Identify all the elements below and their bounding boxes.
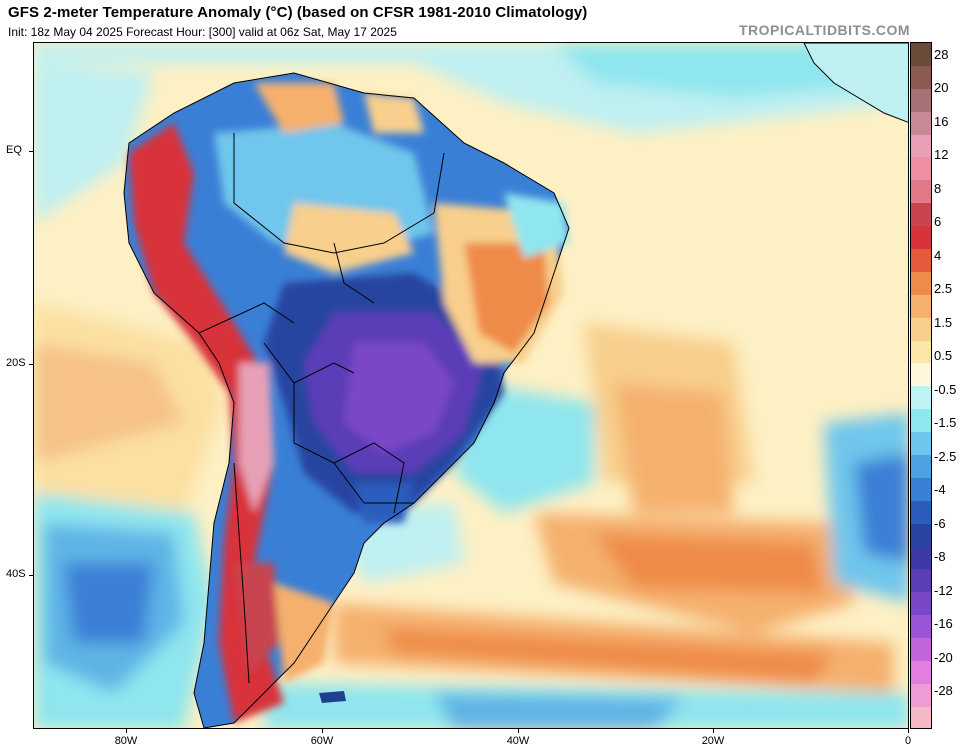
lon-tick	[908, 729, 909, 733]
colorbar-segment	[911, 271, 931, 295]
colorbar-label: -28	[934, 683, 953, 699]
colorbar-segment	[911, 226, 931, 250]
colorbar-segment	[911, 88, 931, 112]
source-credit: TROPICALTIDBITS.COM	[738, 22, 910, 38]
africa-coast	[803, 43, 908, 123]
colorbar-segment	[911, 500, 931, 524]
colorbar-label: -12	[934, 582, 953, 598]
colorbar-segment	[911, 706, 931, 728]
colorbar-label: -6	[934, 515, 946, 531]
colorbar-label: -2.5	[934, 448, 957, 464]
map-canvas	[34, 43, 908, 728]
colorbar-label: 28	[934, 47, 949, 62]
colorbar-segment	[911, 317, 931, 341]
colorbar-segment	[911, 477, 931, 501]
colorbar	[910, 42, 932, 729]
colorbar-segment	[911, 386, 931, 410]
colorbar-segment	[911, 180, 931, 204]
lon-tick	[518, 729, 519, 733]
lat-tick	[29, 364, 33, 365]
colorbar-label: 4	[934, 247, 942, 263]
lon-label-40w: 40W	[506, 735, 530, 747]
colorbar-segment	[911, 340, 931, 364]
colorbar-segment	[911, 638, 931, 662]
colorbar-label: 12	[934, 147, 949, 163]
lat-tick	[29, 575, 33, 576]
lon-label-80w: 80W	[114, 735, 138, 747]
colorbar-segment	[911, 294, 931, 318]
lon-label-60w: 60W	[310, 735, 334, 747]
colorbar-segment	[911, 569, 931, 593]
colorbar-segment	[911, 592, 931, 616]
south-america	[124, 73, 569, 728]
colorbar-label: -16	[934, 616, 953, 632]
colorbar-label: -0.5	[934, 381, 957, 397]
colorbar-segment	[911, 249, 931, 272]
falkland-islands	[319, 691, 346, 703]
colorbar-label: 0.5	[934, 348, 953, 364]
colorbar-segment	[911, 203, 931, 227]
colorbar-label: 6	[934, 214, 942, 230]
colorbar-segment	[911, 546, 931, 570]
colorbar-label: 8	[934, 180, 942, 196]
map-subtitle: Init: 18z May 04 2025 Forecast Hour: [30…	[8, 25, 397, 39]
colorbar-segment	[911, 65, 931, 89]
colorbar-label: -8	[934, 549, 946, 565]
colorbar-segment	[911, 157, 931, 181]
colorbar-label: -20	[934, 649, 953, 665]
lat-tick	[29, 151, 33, 152]
country-borders	[123, 72, 570, 728]
lon-tick	[126, 729, 127, 733]
colorbar-segment	[911, 661, 931, 684]
colorbar-segment	[911, 409, 931, 433]
colorbar-segment	[911, 134, 931, 158]
lon-tick	[322, 729, 323, 733]
lon-label-0: 0	[904, 735, 912, 747]
lat-label-eq: EQ	[6, 144, 22, 156]
anomaly-map[interactable]	[33, 42, 909, 729]
colorbar-label: 20	[934, 80, 949, 96]
map-title: GFS 2-meter Temperature Anomaly (°C) (ba…	[8, 4, 588, 21]
colorbar-segment	[911, 43, 931, 66]
colorbar-segment	[911, 683, 931, 707]
colorbar-segment	[911, 363, 931, 387]
colorbar-segment	[911, 523, 931, 547]
colorbar-segment	[911, 432, 931, 456]
colorbar-segment	[911, 455, 931, 478]
colorbar-segment	[911, 111, 931, 135]
colorbar-label: -4	[934, 482, 946, 498]
colorbar-segment	[911, 615, 931, 639]
ocean-anomaly-field	[34, 43, 908, 728]
colorbar-label: 16	[934, 113, 949, 129]
colorbar-label: -1.5	[934, 415, 957, 431]
lat-label-40s: 40S	[6, 568, 26, 580]
colorbar-label: 1.5	[934, 314, 953, 330]
colorbar-label: 2.5	[934, 281, 953, 297]
lat-label-20s: 20S	[6, 357, 26, 369]
lon-tick	[713, 729, 714, 733]
lon-label-20w: 20W	[701, 735, 725, 747]
